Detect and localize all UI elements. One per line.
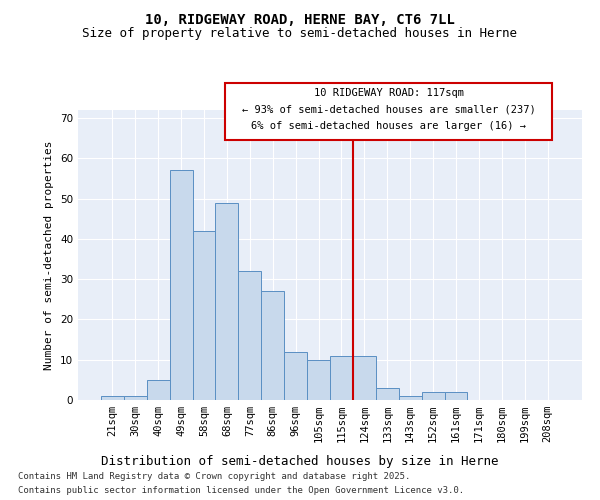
Bar xyxy=(170,170,193,400)
Text: Size of property relative to semi-detached houses in Herne: Size of property relative to semi-detach… xyxy=(83,28,517,40)
Bar xyxy=(147,380,170,400)
Bar xyxy=(193,231,215,400)
Bar xyxy=(101,396,124,400)
Text: ← 93% of semi-detached houses are smaller (237): ← 93% of semi-detached houses are smalle… xyxy=(242,105,535,115)
Y-axis label: Number of semi-detached properties: Number of semi-detached properties xyxy=(44,140,55,370)
Text: Distribution of semi-detached houses by size in Herne: Distribution of semi-detached houses by … xyxy=(101,454,499,468)
Text: Contains HM Land Registry data © Crown copyright and database right 2025.: Contains HM Land Registry data © Crown c… xyxy=(18,472,410,481)
Text: 6% of semi-detached houses are larger (16) →: 6% of semi-detached houses are larger (1… xyxy=(251,122,526,132)
Bar xyxy=(399,396,422,400)
Bar xyxy=(261,291,284,400)
Bar xyxy=(284,352,307,400)
Bar xyxy=(238,271,261,400)
Bar xyxy=(422,392,445,400)
Bar xyxy=(215,202,238,400)
Bar xyxy=(445,392,467,400)
Text: 10 RIDGEWAY ROAD: 117sqm: 10 RIDGEWAY ROAD: 117sqm xyxy=(314,88,464,99)
Text: Contains public sector information licensed under the Open Government Licence v3: Contains public sector information licen… xyxy=(18,486,464,495)
Bar xyxy=(307,360,330,400)
Bar xyxy=(330,356,353,400)
Text: 10, RIDGEWAY ROAD, HERNE BAY, CT6 7LL: 10, RIDGEWAY ROAD, HERNE BAY, CT6 7LL xyxy=(145,12,455,26)
Bar xyxy=(124,396,147,400)
Bar xyxy=(353,356,376,400)
Bar xyxy=(376,388,399,400)
